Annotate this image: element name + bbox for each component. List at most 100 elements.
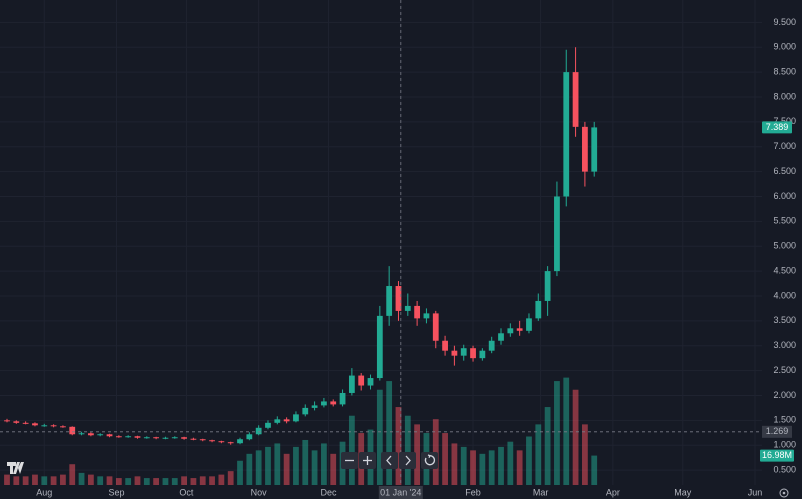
volume-bar — [78, 472, 85, 485]
y-tick-label: 5.500 — [773, 216, 796, 226]
x-tick-label: Mar — [533, 487, 549, 497]
volume-bar — [554, 381, 560, 485]
volume-bar — [134, 476, 141, 485]
zoom-in-button[interactable] — [359, 452, 376, 469]
y-tick-label: 2.000 — [773, 390, 796, 400]
volume-bar — [162, 478, 169, 485]
y-tick-label: 0.500 — [773, 464, 796, 474]
volume-bar — [171, 478, 178, 485]
last-volume-label: 16.98M — [762, 450, 792, 460]
y-tick-label: 2.500 — [773, 365, 796, 375]
volume-bar — [190, 478, 197, 485]
logo — [7, 462, 24, 474]
candle-body — [591, 127, 598, 172]
candle-body — [488, 340, 495, 351]
candle-body — [535, 300, 542, 319]
candle-body — [218, 441, 225, 443]
volume-bar — [507, 441, 514, 485]
volume-bar — [442, 433, 448, 485]
candle-body — [563, 72, 570, 197]
candle-body — [97, 434, 104, 436]
x-tick-label: Oct — [179, 487, 194, 497]
candle-body — [171, 437, 178, 439]
y-tick-label: 5.000 — [773, 241, 796, 251]
candle-body — [395, 286, 402, 311]
volume-bar — [32, 474, 38, 485]
candle-body — [572, 72, 579, 127]
candle-layer — [4, 47, 598, 445]
candle-body — [423, 313, 430, 319]
x-tick-label: Feb — [465, 487, 481, 497]
volume-bar — [582, 424, 588, 485]
candle-body — [367, 378, 374, 386]
candle-body — [348, 375, 355, 393]
x-tick-label: Aug — [36, 487, 52, 497]
candle-body — [32, 423, 38, 426]
volume-bar — [572, 389, 579, 485]
candle-body — [60, 426, 66, 428]
candle-body — [582, 126, 588, 172]
volume-bar — [302, 439, 309, 485]
volume-bar — [125, 478, 132, 485]
y-tick-label: 4.000 — [773, 290, 796, 300]
candle-body — [432, 313, 439, 341]
candle-body — [293, 414, 299, 422]
volume-bar — [516, 450, 523, 485]
volume-bar — [87, 474, 94, 485]
candle-body — [41, 425, 48, 427]
candle-body — [479, 350, 486, 359]
scroll-right-button[interactable] — [399, 452, 416, 469]
y-tick-label: 9.000 — [773, 42, 796, 52]
candle-body — [209, 440, 215, 442]
candle-body — [498, 333, 504, 341]
y-tick-label: 6.500 — [773, 166, 796, 176]
scroll-left-button[interactable] — [381, 452, 398, 469]
zoom-out-button[interactable] — [341, 452, 358, 469]
volume-bar — [498, 446, 504, 485]
candle-body — [386, 286, 393, 316]
volume-bar — [376, 389, 383, 485]
candle-body — [339, 392, 346, 405]
volume-bar — [591, 455, 598, 485]
y-tick-label: 3.000 — [773, 340, 796, 350]
volume-bar — [563, 377, 570, 485]
volume-bar — [22, 476, 29, 485]
candle-body — [13, 421, 20, 423]
x-tick-label: Dec — [321, 487, 338, 497]
candle-body — [78, 433, 85, 435]
candle-body — [106, 434, 113, 437]
candle-body — [190, 438, 197, 440]
candle-body — [544, 271, 551, 301]
candle-body — [162, 437, 169, 439]
candle-body — [358, 375, 365, 386]
candle-body — [302, 407, 309, 415]
candle-body — [526, 318, 532, 331]
reset-button[interactable] — [421, 452, 438, 469]
volume-bar — [153, 478, 160, 485]
x-tick-label: 01 Jan '24 — [380, 487, 421, 497]
volume-bar — [311, 450, 318, 485]
volume-bar — [97, 476, 104, 485]
candle-body — [181, 437, 187, 439]
volume-bar — [13, 476, 20, 485]
volume-bar — [544, 407, 551, 485]
candle-body — [22, 422, 29, 424]
volume-bar — [106, 476, 113, 485]
volume-bar — [199, 476, 206, 485]
candle-body — [87, 433, 94, 436]
candle-body — [414, 305, 421, 319]
volume-bar — [4, 474, 10, 485]
volume-bar — [526, 436, 532, 485]
volume-bar — [451, 443, 458, 485]
candle-body — [516, 328, 523, 331]
volume-bar — [143, 478, 150, 485]
last-volume-box — [760, 449, 794, 462]
settings-icon[interactable] — [779, 488, 789, 498]
candle-body — [321, 401, 327, 406]
candle-body — [143, 437, 150, 439]
last-price-label: 7.389 — [766, 122, 789, 132]
candle-body — [376, 315, 383, 379]
